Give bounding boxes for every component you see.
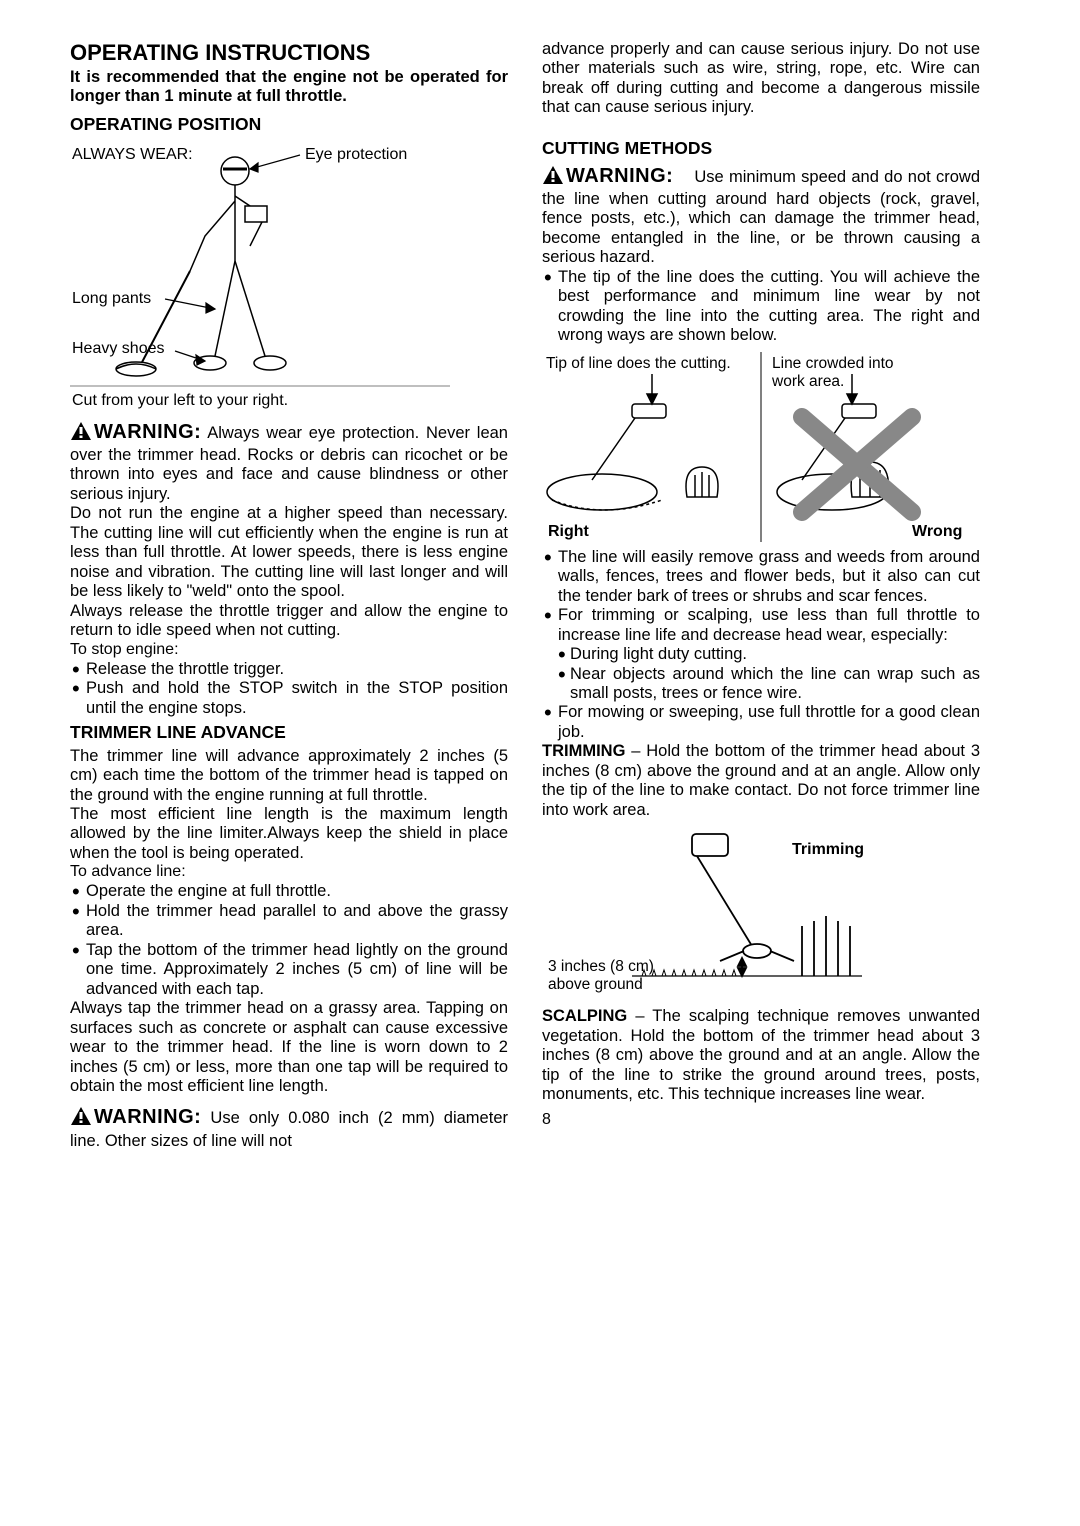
cutting-list-1: The tip of the line does the cutting. Yo… bbox=[542, 268, 980, 346]
warning-line-size: WARNING: Use only 0.080 inch (2 mm) diam… bbox=[70, 1106, 508, 1151]
adv-item: Hold the trimmer head parallel to and ab… bbox=[70, 902, 508, 941]
warning-icon bbox=[70, 421, 92, 446]
trimming-para: TRIMMING – Hold the bottom of the trimme… bbox=[542, 742, 980, 820]
adv-item: Tap the bottom of the trimmer head light… bbox=[70, 941, 508, 999]
throttle-release-para: Always release the throttle trigger and … bbox=[70, 602, 508, 641]
cut-subitem: During light duty cutting. bbox=[556, 645, 980, 664]
engine-speed-para: Do not run the engine at a higher speed … bbox=[70, 504, 508, 601]
manual-page: OPERATING INSTRUCTIONS It is recommended… bbox=[70, 40, 1010, 1151]
operator-illustration: ALWAYS WEAR: bbox=[70, 141, 450, 411]
advance-intro: To advance line: bbox=[70, 863, 508, 882]
cutting-methods-title: CUTTING METHODS bbox=[542, 138, 980, 159]
cut-item: For trimming or scalping, use less than … bbox=[542, 606, 980, 645]
cutting-list-2: The line will easily remove grass and we… bbox=[542, 548, 980, 645]
long-pants-label: Long pants bbox=[72, 290, 151, 307]
svg-text:Tip of line does the cutting.: Tip of line does the cutting. bbox=[546, 355, 731, 372]
always-wear-label: ALWAYS WEAR: bbox=[72, 146, 193, 163]
stop-item: Push and hold the STOP switch in the STO… bbox=[70, 679, 508, 718]
cut-item: The tip of the line does the cutting. Yo… bbox=[542, 268, 980, 346]
recommendation: It is recommended that the engine not be… bbox=[70, 68, 508, 106]
svg-text:3 inches (8 cm)above ground: 3 inches (8 cm)above ground bbox=[548, 958, 654, 993]
cut-subitem: Near objects around which the line can w… bbox=[556, 665, 980, 704]
trimming-illustration: Trimming bbox=[542, 826, 942, 1001]
trimming-label: Trimming bbox=[792, 841, 864, 858]
trimmer-line-advance-title: TRIMMER LINE ADVANCE bbox=[70, 722, 508, 743]
cutting-sublist: During light duty cutting. Near objects … bbox=[542, 645, 980, 703]
right-column: advance properly and can cause serious i… bbox=[542, 40, 980, 1151]
stop-intro: To stop engine: bbox=[70, 641, 508, 660]
wrong-label: Wrong bbox=[912, 523, 962, 540]
adv-item: Operate the engine at full throttle. bbox=[70, 882, 508, 901]
warning-continued: advance properly and can cause serious i… bbox=[542, 40, 980, 118]
cut-item: For mowing or sweeping, use full throttl… bbox=[542, 703, 980, 742]
advance-list: Operate the engine at full throttle. Hol… bbox=[70, 882, 508, 999]
tap-para: Always tap the trimmer head on a grassy … bbox=[70, 999, 508, 1096]
right-label: Right bbox=[548, 523, 590, 540]
warning-icon bbox=[542, 165, 564, 190]
advance-para-2: The most efficient line length is the ma… bbox=[70, 805, 508, 863]
right-wrong-illustration: Tip of line does the cutting. Line crowd… bbox=[542, 352, 980, 542]
advance-para-1: The trimmer line will advance approximat… bbox=[70, 747, 508, 805]
cutting-list-3: For mowing or sweeping, use full throttl… bbox=[542, 703, 980, 742]
page-number: 8 bbox=[542, 1111, 980, 1130]
cut-item: The line will easily remove grass and we… bbox=[542, 548, 980, 606]
heavy-shoes-label: Heavy shoes bbox=[72, 340, 165, 357]
operator-figure: ALWAYS WEAR: bbox=[70, 141, 508, 411]
warning-cutting: WARNING: Use minimum speed and do not cr… bbox=[542, 165, 980, 268]
left-column: OPERATING INSTRUCTIONS It is recommended… bbox=[70, 40, 508, 1151]
operating-position-title: OPERATING POSITION bbox=[70, 114, 508, 135]
scalping-para: SCALPING – The scalping technique remove… bbox=[542, 1007, 980, 1104]
stop-item: Release the throttle trigger. bbox=[70, 660, 508, 679]
stop-list: Release the throttle trigger. Push and h… bbox=[70, 660, 508, 718]
cut-direction-caption: Cut from your left to your right. bbox=[72, 392, 288, 409]
svg-text:Line crowded intowork area.: Line crowded intowork area. bbox=[771, 355, 894, 390]
warning-icon bbox=[70, 1106, 92, 1131]
operating-instructions-title: OPERATING INSTRUCTIONS bbox=[70, 40, 508, 66]
right-wrong-figure: Tip of line does the cutting. Line crowd… bbox=[542, 352, 980, 542]
trimming-figure: Trimming bbox=[542, 826, 980, 1001]
eye-protection-label: Eye protection bbox=[305, 146, 407, 163]
warning-eye-protection: WARNING: Always wear eye protection. Nev… bbox=[70, 421, 508, 505]
